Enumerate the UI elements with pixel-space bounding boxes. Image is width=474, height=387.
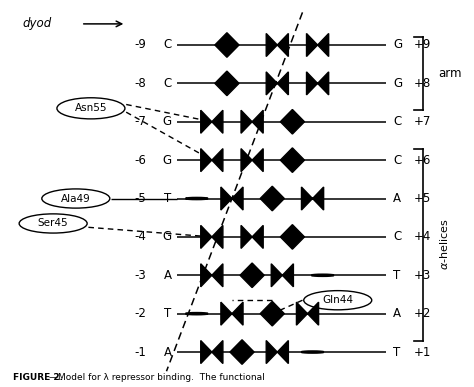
Polygon shape (280, 224, 304, 249)
Polygon shape (271, 264, 293, 287)
Text: Gln44: Gln44 (322, 295, 353, 305)
Text: G: G (163, 115, 172, 128)
Polygon shape (201, 264, 223, 287)
Text: A: A (164, 269, 172, 282)
Polygon shape (280, 148, 304, 173)
Polygon shape (201, 341, 223, 363)
Polygon shape (221, 302, 243, 325)
Polygon shape (201, 149, 223, 172)
Polygon shape (215, 71, 239, 96)
Text: +9: +9 (413, 38, 431, 51)
Text: Asn55: Asn55 (75, 103, 107, 113)
Text: +3: +3 (413, 269, 430, 282)
Text: arm: arm (438, 67, 462, 80)
Text: G: G (163, 230, 172, 243)
Polygon shape (201, 110, 223, 133)
Text: T: T (393, 269, 401, 282)
Polygon shape (296, 302, 319, 325)
Polygon shape (240, 263, 264, 288)
Text: -6: -6 (135, 154, 146, 167)
Polygon shape (307, 72, 328, 95)
Text: —Model for λ repressor binding.  The functional: —Model for λ repressor binding. The func… (49, 373, 265, 382)
Text: $\alpha$-helices: $\alpha$-helices (438, 219, 450, 271)
Polygon shape (260, 186, 284, 211)
Text: dyod: dyod (23, 17, 52, 31)
Polygon shape (260, 301, 284, 326)
Polygon shape (241, 225, 263, 248)
Text: C: C (393, 115, 401, 128)
Text: +5: +5 (413, 192, 430, 205)
Text: Ser45: Ser45 (38, 219, 68, 228)
Polygon shape (201, 225, 223, 248)
Text: G: G (163, 154, 172, 167)
Polygon shape (215, 33, 239, 57)
Text: +8: +8 (413, 77, 430, 90)
Polygon shape (241, 110, 263, 133)
Text: +7: +7 (413, 115, 431, 128)
Text: -5: -5 (135, 192, 146, 205)
Text: G: G (393, 77, 402, 90)
Text: +4: +4 (413, 230, 431, 243)
Polygon shape (280, 110, 304, 134)
Polygon shape (266, 34, 288, 57)
Text: C: C (163, 38, 172, 51)
Text: T: T (393, 346, 401, 358)
Text: A: A (393, 307, 401, 320)
Polygon shape (301, 187, 324, 210)
Text: +6: +6 (413, 154, 431, 167)
Text: C: C (393, 230, 401, 243)
Text: Ala49: Ala49 (61, 194, 91, 204)
Text: -3: -3 (135, 269, 146, 282)
Text: -8: -8 (135, 77, 146, 90)
Text: FIGURE 2.: FIGURE 2. (13, 373, 63, 382)
Text: C: C (163, 77, 172, 90)
Text: +2: +2 (413, 307, 431, 320)
Polygon shape (241, 149, 263, 172)
Text: A: A (164, 346, 172, 358)
Text: -4: -4 (135, 230, 146, 243)
Polygon shape (230, 340, 254, 364)
Polygon shape (266, 72, 288, 95)
Polygon shape (266, 341, 288, 363)
Text: G: G (393, 38, 402, 51)
Text: A: A (393, 192, 401, 205)
Text: +1: +1 (413, 346, 431, 358)
Text: -2: -2 (135, 307, 146, 320)
Text: T: T (164, 192, 172, 205)
Polygon shape (221, 187, 243, 210)
Text: T: T (164, 307, 172, 320)
Text: -1: -1 (135, 346, 146, 358)
Text: C: C (393, 154, 401, 167)
Text: -7: -7 (135, 115, 146, 128)
Polygon shape (307, 34, 328, 57)
Text: -9: -9 (135, 38, 146, 51)
